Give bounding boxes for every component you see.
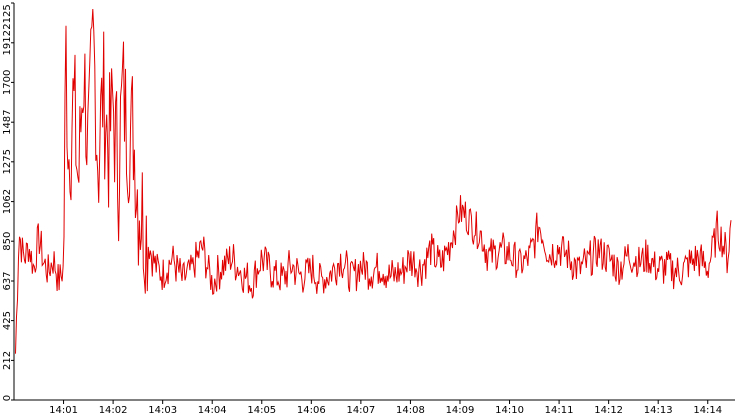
x-tick-label: 14:08 [396, 405, 425, 415]
y-tick-label: 1912 [2, 30, 13, 55]
series-line-group [15, 8, 732, 354]
x-tick-label: 14:14 [693, 405, 722, 415]
y-tick-label: 1275 [2, 149, 13, 174]
x-tick-label: 14:10 [495, 405, 524, 415]
x-tick-label: 14:04 [198, 405, 227, 415]
x-tick-label: 14:13 [644, 405, 673, 415]
y-tick-label: 212 [2, 351, 13, 370]
x-tick-label: 14:06 [297, 405, 326, 415]
x-tick-label: 14:12 [594, 405, 623, 415]
y-tick-label: 850 [2, 232, 13, 251]
x-tick-label: 14:01 [49, 405, 78, 415]
x-tick-label: 14:07 [346, 405, 375, 415]
y-tick-label: 1062 [2, 189, 13, 214]
x-tick-label: 14:05 [247, 405, 276, 415]
x-tick-label: 14:09 [446, 405, 475, 415]
x-tick-label: 14:11 [545, 405, 574, 415]
y-tick-label: 637 [2, 271, 13, 290]
y-tick-label: 2125 [2, 4, 13, 29]
series-line [15, 8, 732, 354]
y-tick-label: 425 [2, 311, 13, 330]
y-tick-label: 1487 [2, 109, 13, 134]
x-tick-label: 14:02 [99, 405, 128, 415]
y-tick-label: 1700 [2, 70, 13, 95]
x-tick-group: 14:01 14:02 14:03 14:04 14:05 14:06 14:07 14:08… [49, 400, 722, 415]
x-tick-label: 14:03 [148, 405, 177, 415]
y-tick-label: 0 [2, 395, 13, 401]
